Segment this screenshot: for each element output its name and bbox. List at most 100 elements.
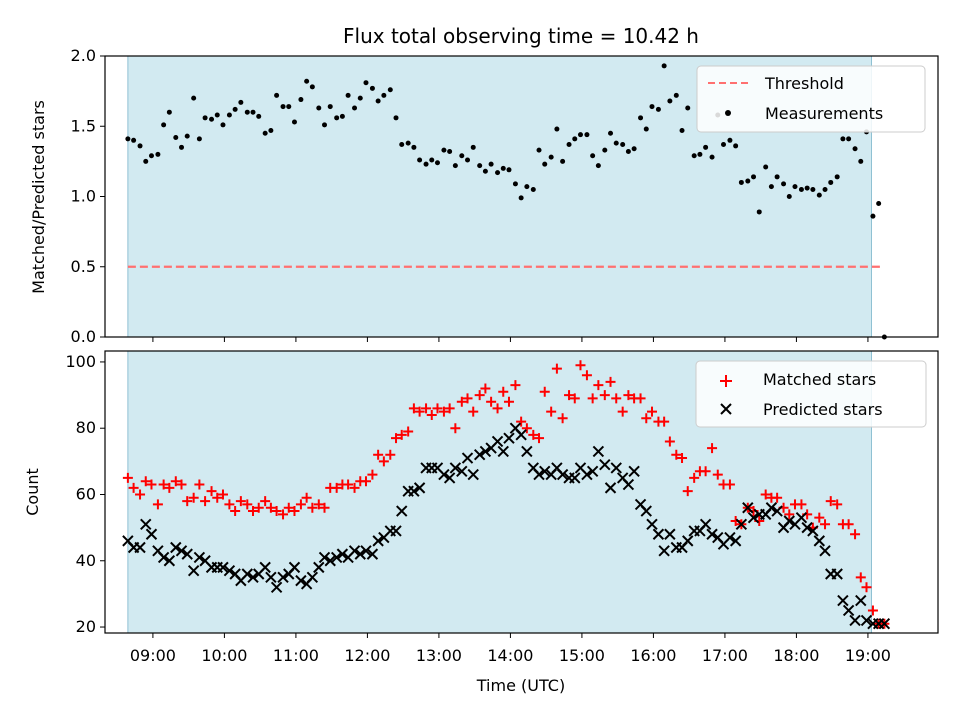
predicted-star-point bbox=[837, 594, 849, 607]
matched-star-point bbox=[861, 582, 872, 593]
measurement-point bbox=[876, 201, 882, 207]
measurement-point bbox=[781, 181, 787, 187]
predicted-star-point bbox=[813, 535, 826, 547]
matched-star-point bbox=[140, 476, 151, 487]
y-tick-label: 0.0 bbox=[71, 327, 96, 346]
measurement-point bbox=[363, 80, 369, 86]
matched-star-point bbox=[605, 376, 616, 387]
measurement-point bbox=[530, 186, 536, 192]
measurement-point bbox=[572, 136, 578, 142]
measurement-point bbox=[173, 134, 179, 140]
measurement-point bbox=[595, 163, 601, 169]
measurement-point bbox=[434, 160, 440, 166]
matched-star-point bbox=[444, 403, 455, 414]
y-tick-label: 1.0 bbox=[71, 187, 96, 206]
predicted-star-point bbox=[586, 465, 599, 477]
matched-star-point bbox=[814, 512, 825, 523]
measurement-point bbox=[727, 137, 733, 143]
matched-star-point bbox=[271, 506, 282, 517]
predicted-star-point bbox=[354, 548, 366, 560]
predicted-star-point bbox=[449, 462, 462, 474]
count-axes-frame bbox=[104, 350, 939, 634]
predicted-star-point bbox=[348, 545, 361, 557]
matched-star-point bbox=[671, 449, 682, 460]
matched-star-point bbox=[724, 479, 735, 490]
matched-star-point bbox=[378, 456, 389, 467]
predicted-star-point bbox=[604, 482, 617, 494]
measurement-point bbox=[691, 153, 697, 159]
measurement-point bbox=[131, 137, 137, 143]
measurement-point bbox=[673, 92, 679, 98]
measurement-point bbox=[524, 184, 530, 190]
measurement-point bbox=[339, 113, 345, 119]
measurement-point bbox=[804, 185, 810, 191]
measurement-point bbox=[161, 122, 167, 128]
matched-star-point bbox=[468, 406, 479, 417]
matched-star-point bbox=[611, 393, 622, 404]
matched-star-point bbox=[242, 499, 253, 510]
matched-star-point bbox=[503, 396, 514, 407]
matched-star-point bbox=[641, 413, 652, 424]
measurement-point bbox=[179, 144, 185, 150]
predicted-star-point bbox=[157, 551, 170, 564]
matched-star-point bbox=[587, 393, 598, 404]
predicted-star-point bbox=[479, 445, 492, 458]
predicted-star-point bbox=[259, 561, 271, 574]
predicted-star-point bbox=[819, 545, 831, 557]
measurement-point bbox=[441, 147, 447, 153]
matched-star-point bbox=[385, 449, 396, 460]
measurement-point bbox=[125, 136, 131, 142]
measurement-point bbox=[613, 140, 619, 146]
predicted-star-point bbox=[742, 502, 754, 514]
predicted-star-point bbox=[658, 545, 670, 557]
measurement-point bbox=[495, 170, 501, 176]
measurement-point bbox=[590, 153, 596, 159]
measurement-point bbox=[625, 149, 631, 155]
matched-star-point bbox=[700, 466, 711, 477]
predicted-star-point bbox=[241, 568, 253, 580]
matched-star-point bbox=[278, 509, 289, 520]
matched-star-point bbox=[635, 393, 646, 404]
predicted-star-point bbox=[503, 432, 515, 444]
predicted-star-point bbox=[336, 548, 349, 560]
measurement-point bbox=[631, 146, 637, 152]
measurement-point bbox=[137, 143, 143, 149]
predicted-star-point bbox=[699, 518, 712, 531]
matched-star-point bbox=[194, 479, 205, 490]
measurement-point bbox=[602, 147, 608, 153]
y-tick-label: 1.5 bbox=[71, 116, 96, 135]
measurement-point bbox=[298, 97, 304, 103]
predicted-star-point bbox=[842, 604, 855, 617]
predicted-star-point bbox=[324, 555, 336, 567]
measurement-point bbox=[352, 105, 358, 111]
predicted-star-point bbox=[640, 505, 652, 517]
matched-star-point bbox=[396, 429, 407, 440]
measurement-point bbox=[316, 105, 322, 111]
measurement-point bbox=[858, 158, 864, 164]
measurement-point bbox=[768, 184, 774, 190]
measurement-point bbox=[542, 161, 548, 167]
measurement-point bbox=[459, 153, 465, 159]
matched-star-point bbox=[664, 436, 675, 447]
count-x-ticks: 09:00 10:00 11:00 12:00 13:00 14:00 15:00 16:00… bbox=[130, 633, 891, 665]
matched-star-point bbox=[360, 476, 371, 487]
count-y-label: Count bbox=[23, 468, 42, 516]
predicted-star-point bbox=[473, 449, 486, 461]
measurement-point bbox=[745, 178, 751, 184]
matched-star-point bbox=[539, 386, 550, 397]
ratio-panel: 0.00.51.01.52.0 Matched/Predicted stars … bbox=[29, 46, 939, 346]
predicted-star-point bbox=[265, 571, 277, 584]
matched-star-point bbox=[534, 433, 545, 444]
x-tick-label: 13:00 bbox=[416, 646, 462, 665]
measurement-point bbox=[274, 92, 280, 98]
chart-title: Flux total observing time = 10.42 h bbox=[343, 24, 699, 48]
measurement-point bbox=[447, 149, 453, 155]
predicted-star-point bbox=[646, 518, 658, 531]
matched-star-point bbox=[456, 396, 467, 407]
measurement-point bbox=[834, 174, 840, 180]
predicted-star-point bbox=[396, 505, 408, 517]
predicted-star-point bbox=[849, 614, 861, 627]
ratio-axes-frame bbox=[104, 55, 939, 338]
predicted-star-point bbox=[318, 551, 331, 564]
